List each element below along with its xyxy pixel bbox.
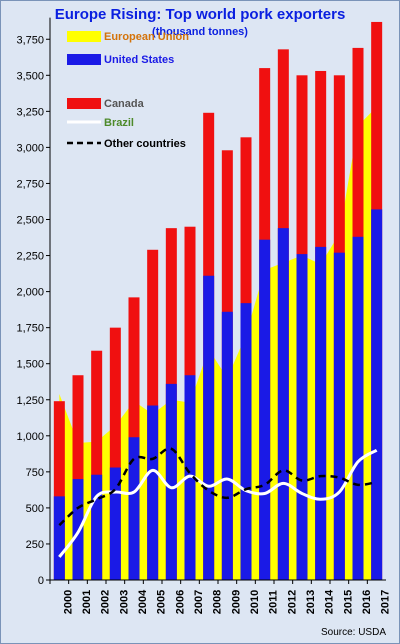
eu-area-layer bbox=[59, 107, 377, 581]
canada-bar-2003 bbox=[109, 327, 121, 580]
x-tick-label: 2002 bbox=[100, 590, 112, 614]
x-tick-label: 2017 bbox=[380, 590, 392, 614]
legend-swatch-eu bbox=[67, 31, 101, 42]
x-tick-label: 2000 bbox=[62, 590, 74, 614]
x-tick-label: 2004 bbox=[137, 589, 149, 614]
legend: European Union United States Canada Braz… bbox=[67, 31, 189, 150]
chart-title: Europe Rising: Top world pork exporters bbox=[54, 6, 346, 23]
us-bar-2000 bbox=[53, 496, 65, 580]
x-tick-label: 2010 bbox=[249, 590, 261, 614]
legend-label-brazil: Brazil bbox=[104, 117, 134, 129]
source-note: Source: USDA bbox=[320, 627, 386, 638]
y-tick-label: 750 bbox=[26, 467, 44, 479]
x-tick-label: 2009 bbox=[230, 590, 242, 614]
us-bar-2009 bbox=[221, 311, 233, 580]
us-bar-2006 bbox=[165, 383, 177, 580]
x-tick-label: 2014 bbox=[324, 589, 336, 614]
y-tick-label: 1,250 bbox=[16, 395, 44, 407]
us-bar-2010 bbox=[240, 303, 252, 580]
y-tick-label: 2,750 bbox=[16, 178, 44, 190]
x-tick-label: 2007 bbox=[193, 590, 205, 614]
y-tick-label: 500 bbox=[26, 503, 44, 515]
chart-subtitle: (thousand tonnes) bbox=[152, 26, 248, 38]
y-tick-label: 3,250 bbox=[16, 106, 44, 118]
y-tick-label: 2,000 bbox=[16, 287, 44, 299]
us-bar-2013 bbox=[296, 254, 308, 580]
y-tick-label: 2,250 bbox=[16, 251, 44, 263]
y-tick-label: 3,500 bbox=[16, 70, 44, 82]
bars-layer bbox=[53, 21, 383, 581]
y-tick-label: 3,000 bbox=[16, 142, 44, 154]
y-tick-label: 2,500 bbox=[16, 215, 44, 227]
x-tick-label: 2012 bbox=[286, 590, 298, 614]
x-tick-label: 2006 bbox=[174, 590, 186, 614]
x-tick-label: 2016 bbox=[361, 590, 373, 614]
legend-label-other: Other countries bbox=[104, 138, 186, 150]
y-tick-label: 1,000 bbox=[16, 431, 44, 443]
y-tick-label: 3,750 bbox=[16, 34, 44, 46]
x-tick-label: 2013 bbox=[305, 590, 317, 614]
eu-area bbox=[59, 107, 377, 581]
lines-layer bbox=[58, 447, 378, 558]
legend-label-us: United States bbox=[104, 54, 174, 66]
x-tick-label: 2008 bbox=[212, 590, 224, 614]
x-tick-label: 2005 bbox=[156, 590, 168, 614]
us-bar-2004 bbox=[128, 437, 140, 580]
us-bar-2015 bbox=[333, 252, 345, 580]
us-bar-2017 bbox=[371, 209, 383, 580]
y-tick-label: 1,750 bbox=[16, 323, 44, 335]
other-countries-line bbox=[58, 447, 377, 527]
y-tick-label: 1,500 bbox=[16, 359, 44, 371]
y-tick-label: 0 bbox=[38, 575, 44, 587]
canada-bar-2002 bbox=[91, 350, 103, 580]
canada-bar-2000 bbox=[53, 401, 65, 580]
us-bar-2003 bbox=[109, 467, 121, 580]
us-bar-2014 bbox=[315, 246, 327, 580]
legend-label-eu: European Union bbox=[104, 31, 189, 43]
legend-swatch-us bbox=[67, 54, 101, 65]
x-tick-label: 2001 bbox=[81, 590, 93, 614]
canada-bar-2001 bbox=[72, 375, 84, 580]
legend-label-canada: Canada bbox=[104, 98, 145, 110]
x-tick-label: 2015 bbox=[342, 590, 354, 614]
x-tick-label: 2003 bbox=[118, 590, 130, 614]
us-bar-2016 bbox=[352, 236, 364, 580]
axes-layer: 0 250 500 750 1,000 1,250 1,500 1,750 2,000 2,250… bbox=[16, 17, 392, 614]
x-tick-label: 2011 bbox=[268, 590, 280, 614]
legend-swatch-canada bbox=[67, 98, 101, 109]
y-tick-label: 250 bbox=[26, 539, 44, 551]
us-bar-2011 bbox=[259, 239, 271, 581]
us-bar-2008 bbox=[203, 275, 215, 580]
us-bar-2012 bbox=[277, 228, 289, 581]
us-bar-2002 bbox=[91, 474, 103, 580]
us-bar-2005 bbox=[147, 405, 159, 580]
